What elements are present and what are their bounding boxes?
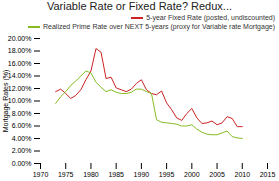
html-text:Realized Prime Rate over NEXT: Realized Prime Rate over NEXT 5-years (p…: [43, 23, 275, 30]
svg-text:4.00%: 4.00%: [12, 135, 32, 142]
svg-text:6.00%: 6.00%: [12, 122, 32, 129]
svg-text:Mortgage Rates (%): Mortgage Rates (%): [2, 70, 10, 133]
svg-text:1995: 1995: [159, 171, 175, 178]
svg-text:20.00%: 20.00%: [8, 35, 32, 42]
svg-text:2000: 2000: [184, 171, 200, 178]
svg-text:14.00%: 14.00%: [8, 72, 32, 79]
html-text:5-year Fixed Rate (posted, und: 5-year Fixed Rate (posted, undiscounted): [146, 14, 275, 21]
svg-text:2010: 2010: [234, 171, 250, 178]
svg-text:16.00%: 16.00%: [8, 60, 32, 67]
svg-text:12.00%: 12.00%: [8, 85, 32, 92]
svg-text:1980: 1980: [83, 171, 99, 178]
svg-text:1985: 1985: [108, 171, 124, 178]
svg-text:1970: 1970: [33, 171, 49, 178]
html-text:Variable Rate or Fixed Rate? R: Variable Rate or Fixed Rate? Redux...: [47, 0, 232, 12]
svg-text:2015: 2015: [260, 171, 276, 178]
svg-text:1975: 1975: [58, 171, 74, 178]
svg-text:1990: 1990: [134, 171, 150, 178]
svg-text:10.00%: 10.00%: [8, 97, 32, 104]
svg-text:2.00%: 2.00%: [12, 147, 32, 154]
svg-text:18.00%: 18.00%: [8, 47, 32, 54]
svg-text:8.00%: 8.00%: [12, 110, 32, 117]
svg-text:2005: 2005: [209, 171, 225, 178]
svg-text:0.00%: 0.00%: [12, 160, 32, 167]
